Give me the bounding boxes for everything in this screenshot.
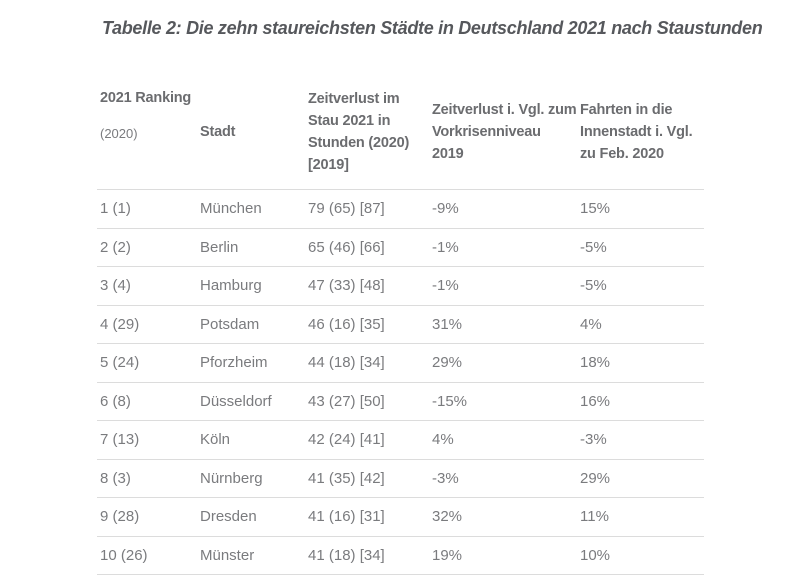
table-cell-fahrten-innenstadt: 29% [580,459,704,498]
table-cell-ranking-2021: 9 (28) [97,497,200,537]
table-cell-stadt: München [200,189,308,229]
header-line: Stunden (2020) [308,135,410,151]
header-line: Stadt [200,124,236,140]
table-cell-zeitverlust-stau: 47 (33) [48] [308,266,432,306]
table-cell-zeitverlust-stau: 44 (18) [34] [308,343,432,383]
header-line: Zeitverlust im [308,91,400,107]
header-line: Zeitverlust i. Vgl. zum [432,102,577,118]
table-cell-fahrten-innenstadt: 11% [580,497,704,537]
table-cell-zeitverlust-stau: 79 (65) [87] [308,189,432,229]
table-cell-zeitverlust-stau: 41 (16) [31] [308,497,432,537]
header-line: Innenstadt i. Vgl. [580,124,693,140]
table-cell-zeitverlust-stau: 65 (46) [66] [308,228,432,267]
table-cell-fahrten-innenstadt: 15% [580,189,704,229]
table-cell-ranking-2021: 6 (8) [97,382,200,421]
table-cell-ranking-2021: 8 (3) [97,459,200,498]
table-row: 6 (8) Düsseldorf 43 (27) [50] -15% 16% [97,382,704,421]
table-cell-stadt: Köln [200,420,308,460]
table-row: 4 (29) Potsdam 46 (16) [35] 31% 4% [97,305,704,344]
table-cell-stadt: Düsseldorf [200,382,308,421]
table-row: 1 (1) München 79 (65) [87] -9% 15% [97,189,704,229]
table-body: 1 (1) München 79 (65) [87] -9% 15% 2 (2) Berli… [97,189,704,575]
table-header-row: 2021 Ranking (2020) Stadt Zeitverlust im… [97,75,704,190]
header-line: Vorkrisenniveau [432,124,541,140]
table-cell-stadt: Hamburg [200,266,308,306]
table-cell-fahrten-innenstadt: 4% [580,305,704,344]
table-cell-zeitverlust-vorkrisenniveau: -1% [432,228,580,267]
table-cell-stadt: Nürnberg [200,459,308,498]
header-line: Stau 2021 in [308,113,391,129]
table-container: 2021 Ranking (2020) Stadt Zeitverlust im… [97,75,704,575]
column-header-stadt: Stadt [200,75,308,190]
table-cell-zeitverlust-stau: 42 (24) [41] [308,420,432,460]
table-row: 8 (3) Nürnberg 41 (35) [42] -3% 29% [97,459,704,498]
table-cell-fahrten-innenstadt: -3% [580,420,704,460]
table-cell-ranking-2021: 5 (24) [97,343,200,383]
header-line: [2019] [308,157,349,173]
column-header-ranking: 2021 Ranking (2020) [97,75,200,190]
table-cell-ranking-2021: 2 (2) [97,228,200,267]
table-cell-zeitverlust-vorkrisenniveau: 32% [432,497,580,537]
table-cell-zeitverlust-vorkrisenniveau: 19% [432,536,580,575]
table-cell-zeitverlust-vorkrisenniveau: 31% [432,305,580,344]
table-cell-ranking-2021: 3 (4) [97,266,200,306]
table-cell-ranking-2021: 1 (1) [97,189,200,229]
table-cell-zeitverlust-stau: 41 (18) [34] [308,536,432,575]
header-line: zu Feb. 2020 [580,146,664,162]
header-line: 2019 [432,146,464,162]
column-header-zeitverlust-vorkrisenniveau: Zeitverlust i. Vgl. zum Vorkrisenniveau … [432,75,580,190]
table-title: Tabelle 2: Die zehn staureichsten Städte… [102,18,763,38]
table-cell-stadt: Dresden [200,497,308,537]
table-cell-zeitverlust-vorkrisenniveau: 4% [432,420,580,460]
table-cell-stadt: Pforzheim [200,343,308,383]
header-line: Fahrten in die [580,102,673,118]
table-cell-fahrten-innenstadt: -5% [580,266,704,306]
table-cell-zeitverlust-vorkrisenniveau: 29% [432,343,580,383]
table-cell-zeitverlust-vorkrisenniveau: -1% [432,266,580,306]
table-cell-fahrten-innenstadt: 16% [580,382,704,421]
table-cell-zeitverlust-stau: 43 (27) [50] [308,382,432,421]
header-line: 2021 Ranking [100,90,192,106]
table-cell-fahrten-innenstadt: -5% [580,228,704,267]
table-row: 5 (24) Pforzheim 44 (18) [34] 29% 18% [97,343,704,383]
table-cell-ranking-2021: 10 (26) [97,536,200,575]
column-header-fahrten-innenstadt: Fahrten in die Innenstadt i. Vgl. zu Feb… [580,75,704,190]
table-row: 9 (28) Dresden 41 (16) [31] 32% 11% [97,497,704,537]
table-row: 3 (4) Hamburg 47 (33) [48] -1% -5% [97,266,704,306]
header-subline: (2020) [100,126,138,141]
table-cell-stadt: Potsdam [200,305,308,344]
table-cell-fahrten-innenstadt: 18% [580,343,704,383]
table-cell-ranking-2021: 4 (29) [97,305,200,344]
table-cell-stadt: Berlin [200,228,308,267]
table-cell-stadt: Münster [200,536,308,575]
table-row: 10 (26) Münster 41 (18) [34] 19% 10% [97,536,704,575]
table-row: 2 (2) Berlin 65 (46) [66] -1% -5% [97,228,704,267]
data-table: 2021 Ranking (2020) Stadt Zeitverlust im… [97,75,704,575]
table-cell-zeitverlust-stau: 46 (16) [35] [308,305,432,344]
table-cell-zeitverlust-vorkrisenniveau: -9% [432,189,580,229]
table-cell-ranking-2021: 7 (13) [97,420,200,460]
table-cell-zeitverlust-vorkrisenniveau: -3% [432,459,580,498]
table-row: 7 (13) Köln 42 (24) [41] 4% -3% [97,420,704,460]
table-cell-fahrten-innenstadt: 10% [580,536,704,575]
column-header-zeitverlust-stau: Zeitverlust im Stau 2021 in Stunden (202… [308,75,432,190]
table-cell-zeitverlust-vorkrisenniveau: -15% [432,382,580,421]
table-cell-zeitverlust-stau: 41 (35) [42] [308,459,432,498]
